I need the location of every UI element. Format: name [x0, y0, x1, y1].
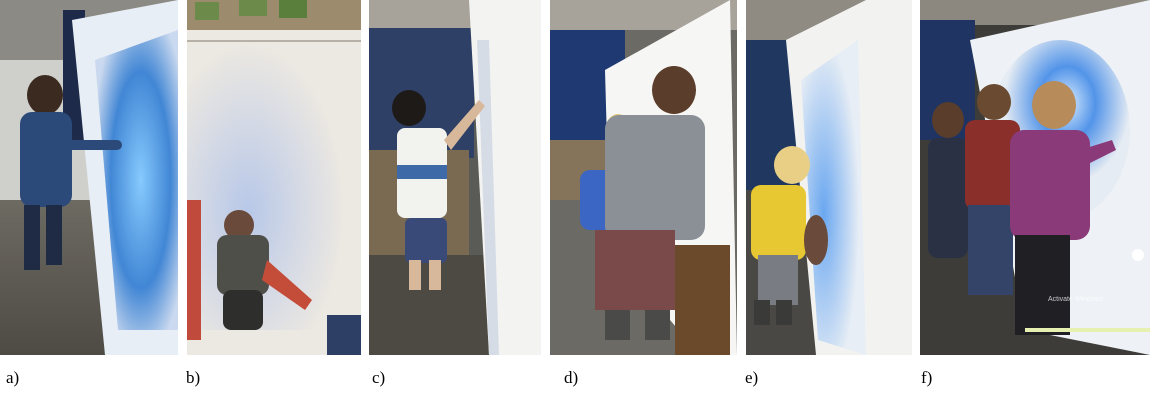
- photo-panel-d: [550, 0, 737, 355]
- photo-c-drawing: [369, 0, 541, 355]
- panel-label-b: b): [186, 368, 201, 387]
- photo-d-drawing: [550, 0, 737, 355]
- photo-b-drawing: [187, 0, 361, 355]
- photo-e-drawing: [746, 0, 912, 355]
- photo-panel-c: [369, 0, 541, 355]
- panel-label-a: a): [6, 368, 20, 387]
- panel-label-f: f): [921, 368, 933, 387]
- photo-f-drawing: Activate Windows: [920, 0, 1150, 355]
- photo-panel-b: [187, 0, 361, 355]
- panel-label-e: e): [745, 368, 759, 387]
- photo-a-drawing: [0, 0, 178, 355]
- watermark-text: Activate Windows: [1048, 296, 1104, 303]
- photo-panel-a: [0, 0, 178, 355]
- photo-panel-f: Activate Windows: [920, 0, 1150, 355]
- panel-label-d: d): [564, 368, 579, 387]
- photo-panel-e: [746, 0, 912, 355]
- panel-label-c: c): [372, 368, 386, 387]
